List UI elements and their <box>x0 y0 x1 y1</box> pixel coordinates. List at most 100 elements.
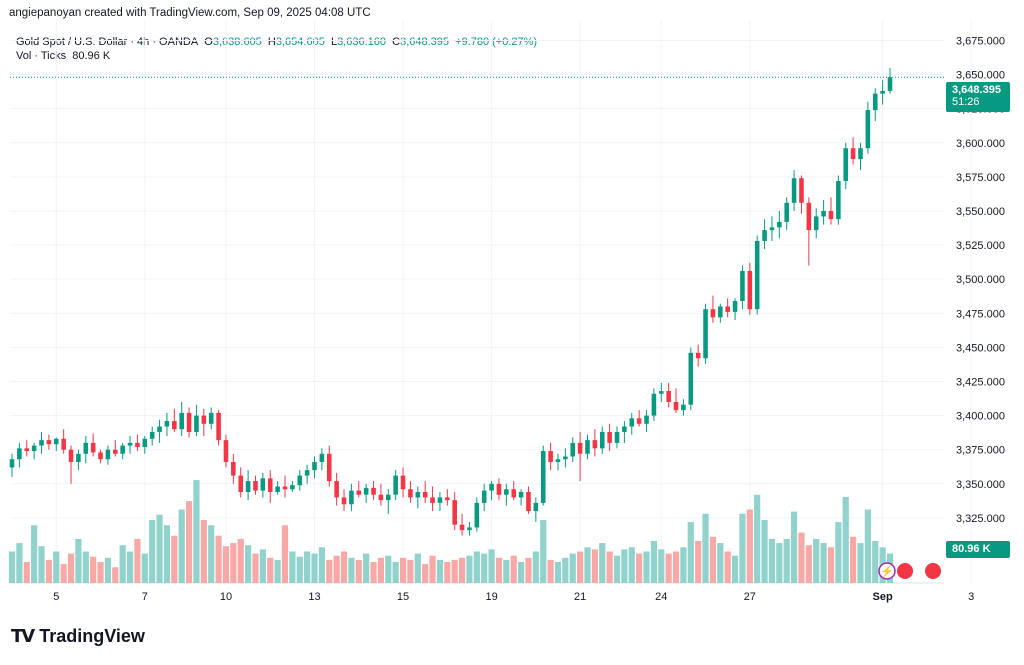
volume-bar <box>436 559 444 583</box>
candle-body <box>267 478 273 492</box>
volume-bar <box>584 547 591 583</box>
volume-bar <box>304 551 311 583</box>
volume-bar <box>340 551 348 583</box>
y-tick-label: 3,325.000 <box>956 513 1005 525</box>
x-tick-label: 3 <box>968 591 974 603</box>
y-tick-label: 3,475.000 <box>956 308 1005 320</box>
candle-body <box>481 490 487 503</box>
candle-body <box>496 483 502 495</box>
candle-body <box>164 421 170 427</box>
candle-body <box>725 306 730 312</box>
volume-bar <box>444 562 451 583</box>
volume-value: 80.96 K <box>72 50 111 62</box>
volume-bar <box>259 549 266 583</box>
candle-body <box>474 502 480 528</box>
volume-bar <box>650 541 657 583</box>
volume-bar <box>392 562 399 583</box>
candle-body <box>511 489 517 498</box>
candle-body <box>644 415 649 424</box>
candle-body <box>740 270 745 302</box>
candle-body <box>703 309 708 359</box>
candle-body <box>68 449 74 462</box>
us-flag-icon-2 <box>925 563 941 579</box>
volume-bar <box>709 536 717 583</box>
volume-bar <box>850 536 857 583</box>
candle-body <box>563 456 568 460</box>
y-tick-label: 3,600.000 <box>956 138 1005 150</box>
volume-bar <box>385 555 392 583</box>
volume-bar <box>746 509 753 583</box>
candle-body <box>880 90 885 94</box>
tradingview-logo[interactable]: 𝗧𝗩 TradingView <box>11 626 145 647</box>
candle-body <box>76 453 81 462</box>
ohlc-legend: Gold Spot / U.S. Dollar · 4h · OANDA O3,… <box>16 34 537 50</box>
volume-bar <box>658 549 665 583</box>
x-tick-label: Sep <box>873 591 893 603</box>
close-label: C <box>392 36 401 48</box>
low-label: L <box>330 36 338 48</box>
y-tick-label: 3,675.000 <box>956 35 1005 47</box>
logo-text: TradingView <box>39 626 145 646</box>
candle-body <box>231 461 236 476</box>
candle-body <box>341 497 347 505</box>
volume-bar <box>318 547 325 583</box>
volume-bar <box>215 535 222 583</box>
candle-body <box>688 352 694 405</box>
volume-bar <box>185 501 193 583</box>
candle-body <box>415 491 421 498</box>
candle-body <box>607 431 612 443</box>
tradingview-logo-icon: 𝗧𝗩 <box>11 626 35 646</box>
volume-bar <box>798 532 805 583</box>
volume-bar <box>333 555 340 583</box>
candle-body <box>526 491 531 512</box>
candle-body <box>718 306 723 318</box>
volume-bar <box>813 538 820 583</box>
volume-bar <box>569 553 576 583</box>
volume-bar <box>481 553 488 583</box>
candle-body <box>326 453 332 482</box>
volume-title[interactable]: Vol · Ticks <box>16 50 67 62</box>
candle-body <box>290 485 295 490</box>
volume-bar <box>370 562 377 583</box>
volume-bar <box>141 553 148 583</box>
candle-body <box>186 412 192 432</box>
attribution-header: angiepanoyan created with TradingView.co… <box>9 7 371 19</box>
x-tick-label: 5 <box>53 591 59 603</box>
candle-body <box>157 426 162 432</box>
volume-bar <box>606 551 613 583</box>
volume-bar <box>820 543 827 583</box>
volume-bar <box>761 520 768 583</box>
volume-bar <box>178 509 185 583</box>
candle-body <box>297 475 303 486</box>
x-tick-label: 21 <box>574 591 586 603</box>
volume-bar <box>252 553 259 583</box>
volume-bar <box>540 520 547 583</box>
candle-body <box>356 490 362 495</box>
candle-body <box>319 453 325 462</box>
volume-bar <box>739 513 746 583</box>
volume-bar <box>613 555 621 583</box>
volume-bar <box>554 562 562 583</box>
volume-bar <box>517 562 525 583</box>
low-value: 3,636.160 <box>337 36 386 48</box>
event-icons[interactable]: ⚡ <box>878 562 941 580</box>
change-value: +9.780 (+0.27%) <box>455 36 538 48</box>
volume-bar <box>577 551 584 583</box>
volume-bar <box>38 546 45 583</box>
x-tick-label: 13 <box>308 591 320 603</box>
candle-body <box>555 459 561 462</box>
volume-bar <box>348 557 355 583</box>
symbol-title[interactable]: Gold Spot / U.S. Dollar · 4h · OANDA <box>16 36 199 48</box>
high-value: 3,654.605 <box>275 36 325 48</box>
volume-bar <box>163 525 171 583</box>
volume-bar <box>495 557 503 583</box>
volume-bar <box>23 562 30 583</box>
lightning-icon: ⚡ <box>880 565 894 578</box>
volume-bar <box>53 551 60 583</box>
volume-bar <box>591 549 598 583</box>
candle-body <box>769 227 775 231</box>
candle-body <box>437 497 443 503</box>
candle-body <box>83 442 89 454</box>
candle-body <box>39 440 44 446</box>
